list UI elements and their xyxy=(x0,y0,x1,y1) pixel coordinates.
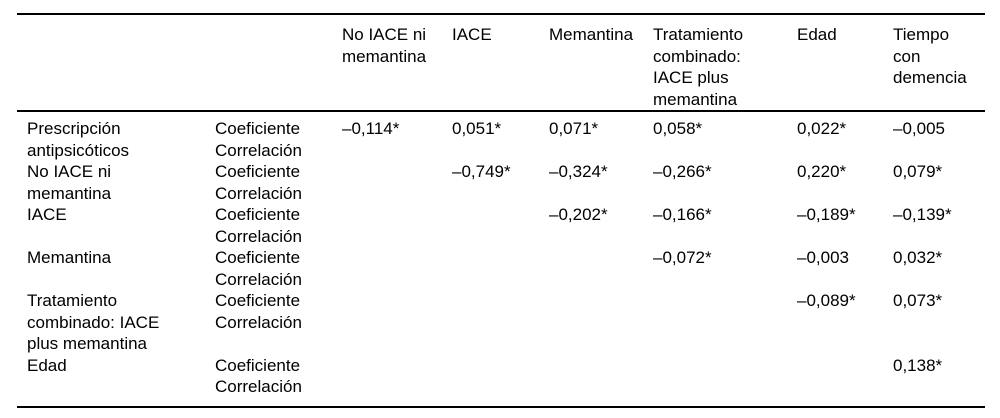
correlation-table: No IACE ni memantina IACE Memantina Trat… xyxy=(17,13,985,408)
column-header-edad: Edad xyxy=(797,25,837,44)
value-cell xyxy=(342,290,452,355)
column-header-rowlabel-empty xyxy=(17,14,215,111)
correlation-table-container: No IACE ni memantina IACE Memantina Trat… xyxy=(17,13,985,408)
value-cell: –0,166* xyxy=(653,205,712,224)
table-row-memantina: Memantina Coeficiente Correlación –0,072… xyxy=(17,247,985,290)
value-cell: –0,114* xyxy=(342,119,400,138)
column-header-no-iace-ni-memantina: No IACE ni memantina xyxy=(342,25,427,66)
table-row-no-iace-ni-memantina: No IACE ni memantina Coeficiente Correla… xyxy=(17,161,985,204)
value-cell: –0,749* xyxy=(452,162,511,181)
value-cell xyxy=(549,355,653,407)
measure-label: Coeficiente Correlación xyxy=(215,355,302,397)
value-cell xyxy=(452,290,549,355)
value-cell: –0,266* xyxy=(653,162,712,181)
value-cell: –0,089* xyxy=(797,291,856,310)
value-cell xyxy=(549,290,653,355)
table-row-tratamiento-combinado: Tratamiento combinado: IACE plus memanti… xyxy=(17,290,985,355)
value-cell: –0,189* xyxy=(797,205,856,224)
value-cell: 0,058* xyxy=(653,119,703,138)
measure-label: Coeficiente Correlación xyxy=(215,291,302,332)
value-cell xyxy=(452,355,549,407)
row-label: Memantina xyxy=(27,248,112,267)
value-cell xyxy=(342,204,452,247)
value-cell xyxy=(653,355,797,407)
row-label: IACE xyxy=(27,205,67,224)
row-label: No IACE ni memantina xyxy=(27,162,112,203)
value-cell: 0,071* xyxy=(549,119,599,138)
value-cell xyxy=(452,204,549,247)
value-cell: 0,073* xyxy=(893,291,943,310)
value-cell: 0,138* xyxy=(893,355,943,375)
value-cell: –0,324* xyxy=(549,162,608,181)
value-cell: 0,051* xyxy=(452,119,502,138)
value-cell xyxy=(797,355,893,407)
table-row-edad: Edad Coeficiente Correlación 0,138* xyxy=(17,355,985,407)
table-row-prescripcion-antipsicoticos: Prescripción antipsicóticos Coeficiente … xyxy=(17,111,985,161)
value-cell: –0,202* xyxy=(549,205,608,224)
value-cell: 0,079* xyxy=(893,162,943,181)
value-cell: 0,220* xyxy=(797,162,847,181)
value-cell xyxy=(342,355,452,407)
row-label: Tratamiento combinado: IACE plus memanti… xyxy=(27,291,160,353)
value-cell xyxy=(342,161,452,204)
value-cell xyxy=(549,247,653,290)
header-row: No IACE ni memantina IACE Memantina Trat… xyxy=(17,14,985,111)
column-header-measure-empty xyxy=(215,14,342,111)
column-header-tratamiento-combinado: Tratamiento combinado: IACE plus memanti… xyxy=(653,25,744,109)
value-cell: 0,022* xyxy=(797,119,847,138)
row-label: Prescripción antipsicóticos xyxy=(27,119,130,160)
value-cell xyxy=(342,247,452,290)
column-header-tiempo-con-demencia: Tiempo con demencia xyxy=(893,25,967,87)
column-header-iace: IACE xyxy=(452,25,492,44)
value-cell: –0,139* xyxy=(893,205,952,224)
measure-label: Coeficiente Correlación xyxy=(215,248,302,289)
measure-label: Coeficiente Correlación xyxy=(215,162,302,203)
table-row-iace: IACE Coeficiente Correlación –0,202* –0,… xyxy=(17,204,985,247)
column-header-memantina: Memantina xyxy=(549,25,634,44)
value-cell xyxy=(653,290,797,355)
value-cell: –0,072* xyxy=(653,248,712,267)
value-cell: –0,003 xyxy=(797,248,849,267)
value-cell: –0,005 xyxy=(893,119,945,138)
measure-label: Coeficiente Correlación xyxy=(215,119,302,160)
row-label: Edad xyxy=(27,355,67,375)
value-cell xyxy=(452,247,549,290)
value-cell: 0,032* xyxy=(893,248,943,267)
measure-label: Coeficiente Correlación xyxy=(215,205,302,246)
